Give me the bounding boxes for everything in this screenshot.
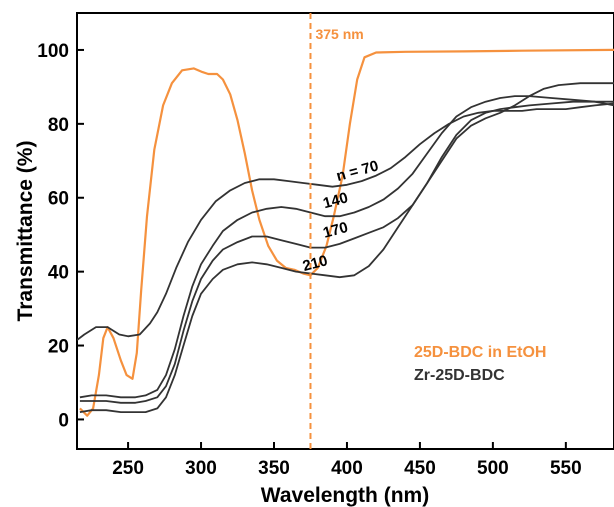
x-tick-label: 250 [112, 458, 144, 479]
curve-label: 170 [321, 219, 350, 242]
plot-area-frame [76, 12, 614, 450]
curve-label: 210 [301, 252, 330, 275]
y-tick-label: 60 [48, 189, 69, 210]
legend-entry-zr-25d-bdc: Zr-25D-BDC [414, 367, 505, 384]
x-axis-title: Wavelength (nm) [261, 484, 429, 507]
y-tick-label: 20 [48, 337, 69, 358]
reference-line-label: 375 nm [315, 26, 363, 42]
curve-label: 140 [321, 189, 350, 212]
x-tick-label: 500 [477, 458, 509, 479]
y-axis-ticks: 0 20 40 60 80 100 [37, 41, 84, 431]
legend-entry-25d-bdc-in-etoh: 25D-BDC in EtOH [414, 344, 546, 361]
x-tick-label: 450 [404, 458, 436, 479]
series-line-1 [77, 102, 614, 341]
y-tick-label: 0 [58, 410, 69, 431]
y-tick-label: 80 [48, 115, 69, 136]
curve-label: n = 70 [335, 157, 381, 185]
series-line-4 [79, 82, 614, 413]
series-line-2 [79, 95, 614, 399]
series-line-3 [79, 100, 614, 404]
y-tick-label: 40 [48, 263, 69, 284]
series-line-0 [79, 48, 614, 417]
x-tick-label: 400 [331, 458, 363, 479]
x-tick-label: 350 [258, 458, 290, 479]
x-axis-ticks: 250 300 350 400 450 500 550 [112, 442, 582, 479]
x-tick-label: 300 [185, 458, 217, 479]
x-tick-label: 550 [550, 458, 582, 479]
y-axis-title: Transmittance (%) [14, 141, 37, 322]
y-tick-label: 100 [37, 41, 69, 62]
